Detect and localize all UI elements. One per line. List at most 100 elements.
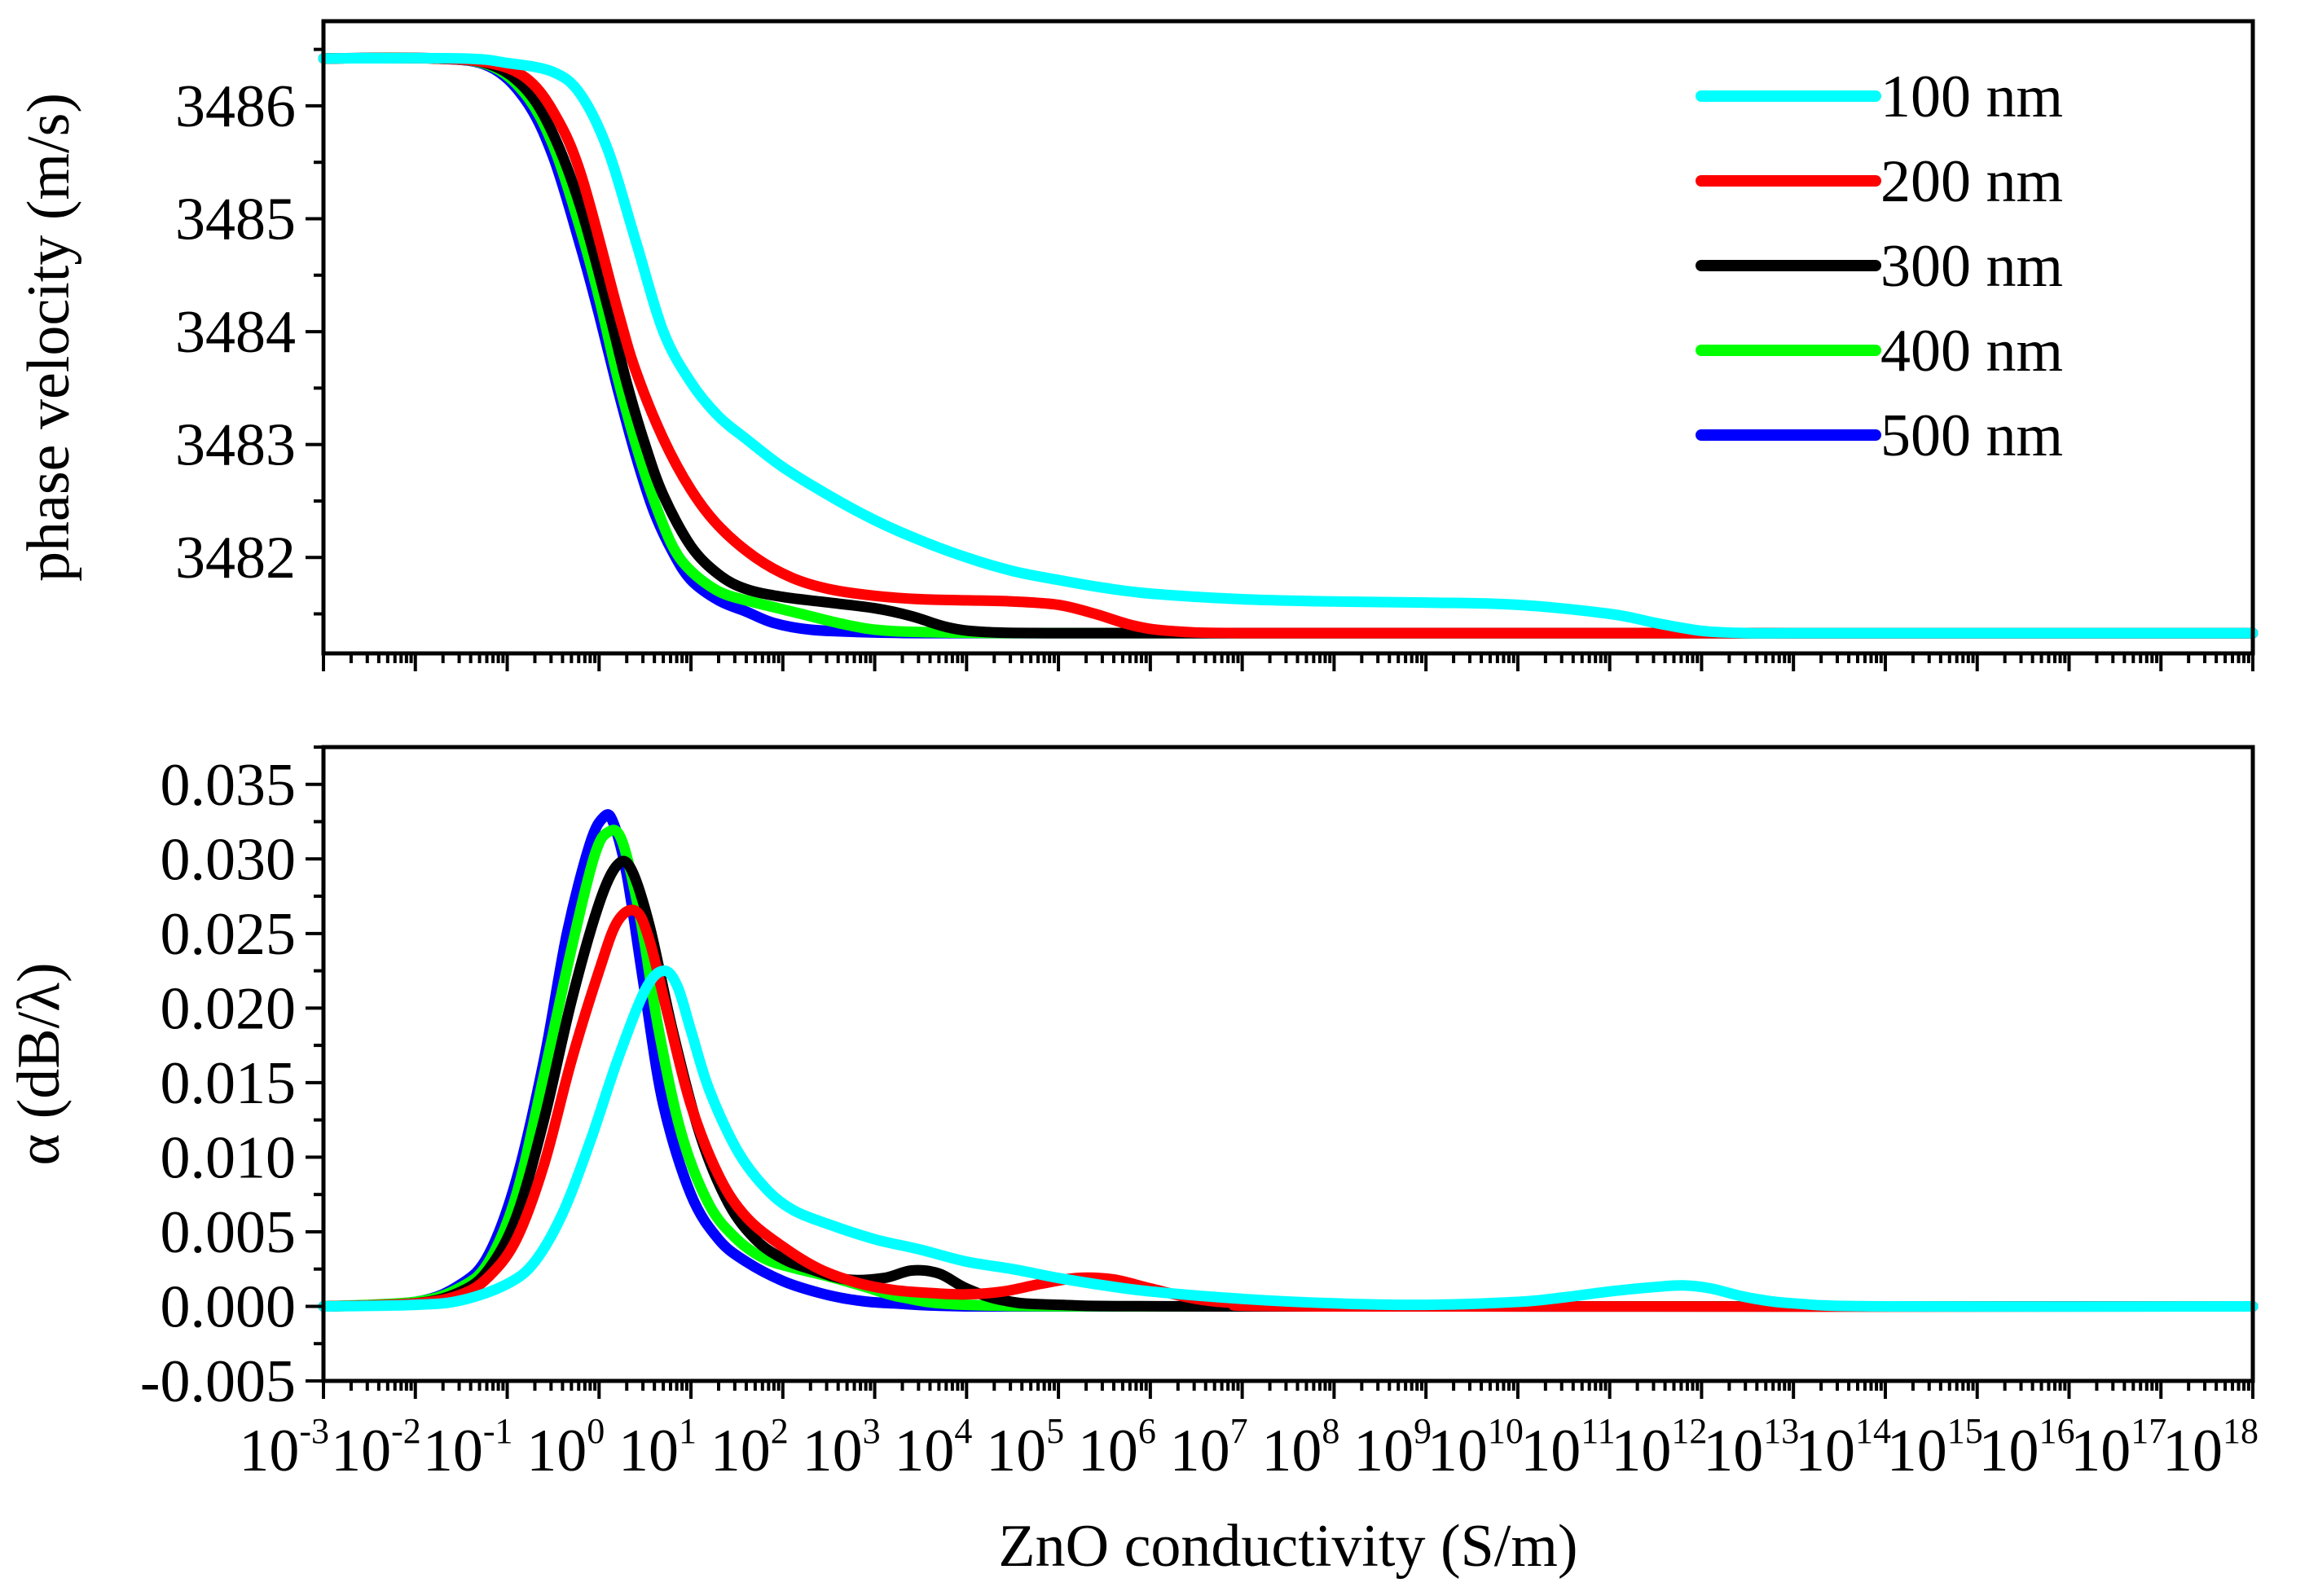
x-tick-base: 10 [1078, 1418, 1138, 1484]
x-tick-base: 10 [1795, 1418, 1855, 1484]
bottom-plot-frame [321, 745, 2255, 1383]
x-tick-label: 1016 [1978, 1411, 2074, 1484]
x-tick-base: 10 [239, 1418, 299, 1484]
x-tick-base: 10 [423, 1418, 483, 1484]
x-tick-label: 108 [1261, 1411, 1339, 1484]
legend-label: 400 nm [1880, 318, 2063, 385]
y-tick-label: 0.000 [161, 1273, 297, 1340]
x-tick-base: 10 [1170, 1418, 1230, 1484]
x-tick-exponent: 9 [1414, 1411, 1432, 1451]
legend-label: 100 nm [1880, 64, 2063, 130]
x-tick-labels: 10-3 10-2 10-1 100 101 102 103 104 105 106 107 108 1… [239, 1411, 2259, 1484]
x-tick-base: 10 [2070, 1418, 2131, 1484]
y-tick-label: 3486 [175, 73, 296, 140]
legend: 100 nm 200 nm 300 nm 400 nm 500 nm [1696, 64, 2063, 469]
x-tick-exponent: -3 [299, 1411, 329, 1451]
attenuation-panel: -0.005 0.000 0.005 0.010 0.015 0.020 0.025 0.03… [6, 745, 2259, 1580]
x-tick-exponent: 5 [1046, 1411, 1064, 1451]
bottom-y-axis-title: α (dB/λ) [6, 962, 73, 1165]
x-tick-exponent: 3 [863, 1411, 881, 1451]
x-tick-exponent: 12 [1671, 1411, 1707, 1451]
phase-velocity-curves [318, 52, 2259, 639]
top-axis-ticks [306, 47, 2254, 671]
x-tick-exponent: 7 [1230, 1411, 1248, 1451]
x-tick-base: 10 [710, 1418, 771, 1484]
x-tick-exponent: -1 [483, 1411, 513, 1451]
y-tick-label: 0.015 [161, 1050, 297, 1117]
x-tick-label: 10-1 [423, 1411, 513, 1484]
x-tick-label: 106 [1078, 1411, 1156, 1484]
x-tick-base: 10 [2162, 1418, 2223, 1484]
x-tick-exponent: 14 [1855, 1411, 1891, 1451]
y-tick-label: 0.010 [161, 1124, 297, 1191]
x-tick-base: 10 [618, 1418, 679, 1484]
x-tick-base: 10 [1887, 1418, 1947, 1484]
y-tick-label: 3485 [175, 187, 296, 253]
x-tick-label: 10-3 [239, 1411, 329, 1484]
x-tick-base: 10 [894, 1418, 954, 1484]
x-tick-label: 109 [1353, 1411, 1432, 1484]
top-plot-frame [321, 19, 2255, 656]
x-tick-base: 10 [986, 1418, 1046, 1484]
series-line-100-nm [318, 965, 2259, 1312]
x-tick-exponent: 10 [1488, 1411, 1524, 1451]
y-tick-label: 0.020 [161, 975, 297, 1042]
x-tick-exponent: 17 [2131, 1411, 2166, 1451]
x-tick-exponent: 13 [1763, 1411, 1799, 1451]
x-tick-exponent: 11 [1581, 1411, 1615, 1451]
y-tick-label: 0.025 [161, 901, 297, 968]
series-line-100-nm [318, 52, 2259, 639]
x-tick-exponent: 15 [1947, 1411, 1983, 1451]
x-tick-label: 1017 [2070, 1411, 2166, 1484]
x-tick-base: 10 [803, 1418, 863, 1484]
y-tick-label: 3482 [175, 525, 296, 591]
series-line-200-nm [318, 904, 2259, 1312]
x-tick-exponent: 8 [1322, 1411, 1339, 1451]
series-line-200-nm [318, 52, 2259, 639]
x-tick-exponent: 0 [587, 1411, 605, 1451]
x-tick-label: 105 [986, 1411, 1064, 1484]
x-tick-exponent: 2 [771, 1411, 789, 1451]
series-line-300-nm [318, 855, 2259, 1312]
x-tick-base: 10 [526, 1418, 587, 1484]
x-tick-base: 10 [1611, 1418, 1671, 1484]
x-axis-title: ZnO conductivity (S/m) [998, 1513, 1577, 1580]
attenuation-curves [318, 809, 2259, 1312]
x-tick-base: 10 [1703, 1418, 1763, 1484]
x-tick-label: 104 [894, 1411, 972, 1484]
y-tick-label: 3483 [175, 412, 296, 479]
x-tick-base: 10 [1427, 1418, 1488, 1484]
x-tick-base: 10 [331, 1418, 391, 1484]
bottom-y-tick-labels: -0.005 0.000 0.005 0.010 0.015 0.020 0.025 0.03… [140, 752, 296, 1415]
bottom-axis-ticks [306, 745, 2254, 1399]
y-tick-label: -0.005 [140, 1348, 296, 1415]
x-tick-label: 101 [618, 1411, 697, 1484]
legend-label: 300 nm [1880, 233, 2063, 300]
x-tick-label: 1015 [1887, 1411, 1983, 1484]
x-tick-exponent: -2 [391, 1411, 421, 1451]
x-tick-label: 107 [1170, 1411, 1248, 1484]
x-tick-base: 10 [1520, 1418, 1581, 1484]
x-tick-label: 1018 [2162, 1411, 2259, 1484]
x-tick-label: 1012 [1611, 1411, 1707, 1484]
x-tick-exponent: 16 [2039, 1411, 2074, 1451]
x-tick-exponent: 4 [954, 1411, 972, 1451]
phase-velocity-panel: 3482 3483 3484 3485 3486 phase velocity (m/s… [15, 19, 2259, 671]
x-tick-label: 103 [803, 1411, 881, 1484]
x-tick-base: 10 [1978, 1418, 2039, 1484]
x-tick-label: 1011 [1520, 1411, 1615, 1484]
x-tick-label: 1010 [1427, 1411, 1524, 1484]
top-y-tick-labels: 3482 3483 3484 3485 3486 [175, 73, 296, 591]
x-tick-exponent: 6 [1138, 1411, 1156, 1451]
x-tick-label: 1013 [1703, 1411, 1799, 1484]
x-tick-label: 10-2 [331, 1411, 421, 1484]
legend-label: 200 nm [1880, 148, 2063, 215]
x-tick-label: 1014 [1795, 1411, 1891, 1484]
legend-label: 500 nm [1880, 402, 2063, 469]
top-y-axis-title: phase velocity (m/s) [15, 93, 82, 582]
x-tick-label: 102 [710, 1411, 789, 1484]
y-tick-label: 3484 [175, 299, 296, 366]
x-tick-exponent: 1 [679, 1411, 697, 1451]
x-tick-label: 100 [526, 1411, 605, 1484]
